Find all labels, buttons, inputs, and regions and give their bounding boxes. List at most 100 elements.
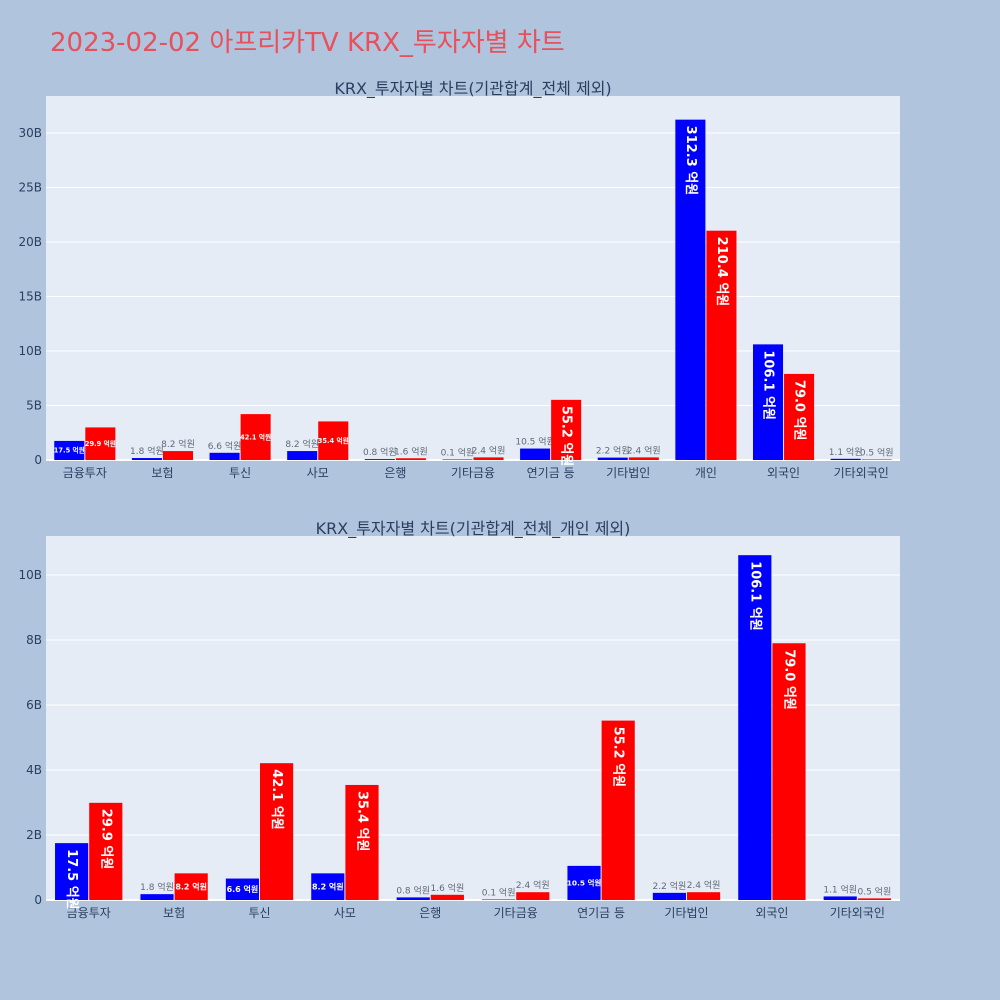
chart-title: KRX_투자자별 차트(기관합계_전체 제외) bbox=[334, 79, 611, 99]
chart-top: KRX_투자자별 차트(기관합계_전체 제외) 0 5B 10B 15B 20B 25B 30… bbox=[18, 79, 900, 480]
y-tick-label: 20B bbox=[18, 235, 42, 249]
bar-buy bbox=[54, 440, 85, 460]
data-label: 1.8 억원 bbox=[140, 881, 174, 893]
data-label: 79.0 억원 bbox=[781, 649, 796, 710]
y-tick-label: 10B bbox=[18, 568, 42, 582]
data-label: 8.2 억원 bbox=[161, 438, 195, 450]
data-label: 0.1 억원 bbox=[482, 887, 516, 899]
data-label: 10.5 억원 bbox=[515, 436, 554, 448]
y-tick-label: 0 bbox=[34, 893, 42, 907]
data-label: 17.5 억원 bbox=[64, 849, 79, 910]
data-label: 29.9 억원 bbox=[98, 809, 113, 870]
chart-bottom: KRX_투자자별 차트(기관합계_전체_개인 제외) 0 2B 4B 6B 8B 10B 금융… bbox=[18, 519, 900, 920]
data-label: 312.3 억원 bbox=[683, 126, 698, 196]
bar-buy bbox=[442, 459, 473, 460]
data-label: 42.1 억원 bbox=[240, 432, 271, 441]
data-label: 29.9 억원 bbox=[85, 439, 116, 448]
bar-buy bbox=[823, 896, 857, 900]
bar-sell bbox=[784, 373, 815, 460]
y-tick-label: 2B bbox=[26, 828, 42, 842]
data-label: 106.1 억원 bbox=[761, 350, 776, 420]
bar-buy bbox=[752, 344, 784, 460]
bar-buy bbox=[738, 555, 772, 900]
x-tick-label: 사모 bbox=[307, 466, 329, 480]
data-label: 0.1 억원 bbox=[441, 447, 475, 459]
bar-sell bbox=[174, 873, 208, 900]
data-label: 0.8 억원 bbox=[363, 446, 397, 458]
data-label: 1.6 억원 bbox=[394, 445, 428, 457]
data-label: 106.1 억원 bbox=[747, 561, 762, 631]
data-label: 35.4 억원 bbox=[354, 791, 369, 852]
data-label: 2.2 억원 bbox=[596, 445, 630, 457]
bar-sell bbox=[516, 892, 550, 900]
bar-buy bbox=[520, 448, 551, 460]
x-tick-label: 은행 bbox=[419, 905, 441, 920]
y-tick-label: 10B bbox=[18, 344, 42, 358]
bar-buy bbox=[364, 459, 395, 460]
x-tick-label: 기타외국인 bbox=[834, 466, 889, 480]
bar-sell bbox=[857, 898, 891, 900]
bar-sell bbox=[430, 894, 464, 900]
bar-sell bbox=[345, 784, 379, 900]
data-label: 1.6 억원 bbox=[431, 882, 465, 894]
data-label: 8.2 억원 bbox=[285, 438, 319, 450]
bar-sell bbox=[551, 399, 582, 460]
bar-buy bbox=[830, 458, 861, 460]
x-tick-label: 개인 bbox=[695, 466, 717, 480]
bar-buy bbox=[396, 897, 430, 900]
data-label: 55.2 억원 bbox=[611, 727, 626, 788]
bar-sell bbox=[601, 720, 635, 900]
bar-sell bbox=[687, 892, 721, 900]
bar-sell bbox=[772, 643, 806, 900]
data-label: 1.1 억원 bbox=[823, 883, 857, 895]
data-label: 0.8 억원 bbox=[396, 884, 430, 896]
x-tick-label: 기타법인 bbox=[664, 906, 708, 920]
bar-sell bbox=[861, 459, 892, 460]
bar-buy bbox=[55, 843, 89, 900]
data-label: 210.4 억원 bbox=[714, 237, 729, 307]
y-tick-label: 4B bbox=[26, 763, 42, 777]
bar-buy bbox=[597, 457, 628, 460]
bar-sell bbox=[240, 414, 271, 460]
y-tick-label: 15B bbox=[18, 290, 42, 304]
y-tick-label: 0 bbox=[34, 453, 42, 467]
data-label: 2.4 억원 bbox=[516, 879, 550, 891]
bar-buy bbox=[287, 451, 318, 460]
data-label: 79.0 억원 bbox=[792, 380, 807, 441]
data-label: 42.1 억원 bbox=[269, 769, 284, 830]
bar-sell bbox=[473, 457, 504, 460]
bar-sell bbox=[395, 458, 426, 460]
y-tick-label: 25B bbox=[18, 181, 42, 195]
plot-area bbox=[46, 536, 900, 900]
bar-sell bbox=[162, 451, 194, 460]
x-tick-label: 보험 bbox=[163, 906, 185, 920]
bar-sell bbox=[89, 802, 123, 900]
bar-buy bbox=[131, 458, 162, 460]
bar-buy bbox=[652, 892, 686, 900]
data-label: 2.2 억원 bbox=[653, 880, 687, 892]
bar-buy bbox=[311, 873, 345, 900]
data-label: 35.4 억원 bbox=[318, 436, 349, 445]
page-title: 2023-02-02 아프리카TV KRX_투자자별 차트 bbox=[50, 28, 565, 58]
bar-sell bbox=[706, 230, 737, 460]
chart-title: KRX_투자자별 차트(기관합계_전체_개인 제외) bbox=[316, 519, 631, 539]
x-tick-label: 보험 bbox=[151, 466, 173, 480]
data-label: 17.5 억원 bbox=[54, 446, 85, 455]
bar-sell bbox=[260, 763, 294, 900]
data-label: 6.6 억원 bbox=[227, 884, 259, 894]
y-tick-label: 5B bbox=[26, 399, 42, 413]
y-tick-label: 6B bbox=[26, 698, 42, 712]
x-tick-label: 투신 bbox=[229, 466, 251, 480]
x-tick-label: 기타금융 bbox=[494, 906, 538, 920]
x-tick-label: 연기금 등 bbox=[577, 906, 625, 920]
data-label: 1.8 억원 bbox=[130, 445, 164, 457]
x-tick-label: 외국인 bbox=[755, 906, 788, 920]
data-label: 0.5 억원 bbox=[860, 446, 894, 458]
data-label: 10.5 억원 bbox=[567, 877, 602, 887]
data-label: 2.4 억원 bbox=[472, 444, 506, 456]
x-tick-label: 금융투자 bbox=[67, 906, 111, 920]
x-tick-label: 기타금융 bbox=[451, 466, 495, 480]
x-tick-label: 금융투자 bbox=[63, 466, 107, 480]
x-tick-label: 외국인 bbox=[767, 466, 800, 480]
y-tick-label: 30B bbox=[18, 126, 42, 140]
